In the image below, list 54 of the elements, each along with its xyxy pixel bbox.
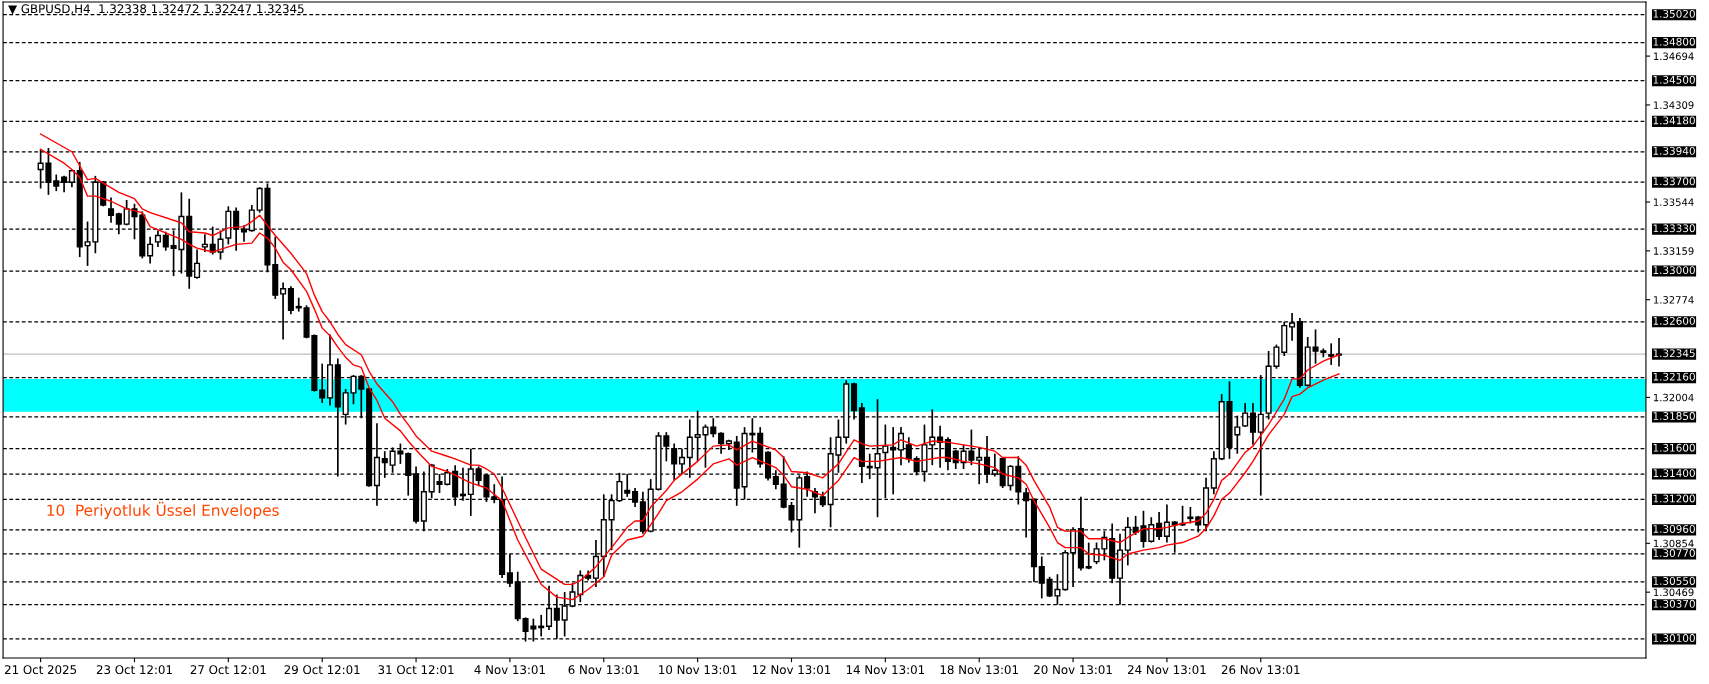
- ref-line-label: 1.31850: [1653, 412, 1695, 420]
- x-tick-label: 21 Oct 2025: [4, 665, 77, 675]
- x-tick-label: 4 Nov 13:01: [474, 665, 545, 675]
- ref-line-label: 1.30370: [1653, 599, 1695, 608]
- chart-title: ▼ GBPUSD,H4 1.32338 1.32472 1.32247 1.32345: [8, 4, 304, 15]
- ref-line-label: 1.32345: [1653, 349, 1695, 358]
- candlestick: [162, 230, 169, 252]
- ref-line-label: 1.31400: [1653, 469, 1695, 478]
- candlestick: [147, 235, 154, 265]
- ref-line-label: 1.30550: [1653, 577, 1695, 585]
- ref-line-label: 1.33700: [1653, 177, 1695, 186]
- y-tick-label: 1.30469: [1653, 588, 1694, 597]
- ref-line-label: 1.32600: [1653, 316, 1695, 325]
- ref-line-label: 1.34500: [1653, 75, 1695, 84]
- y-tick-label: 1.32004: [1653, 393, 1694, 402]
- ref-line-label: 1.30960: [1653, 525, 1695, 533]
- ref-line-label: 1.32160: [1653, 372, 1695, 381]
- x-tick-label: 6 Nov 13:01: [568, 665, 639, 675]
- candlestick: [295, 296, 302, 313]
- x-tick-label: 18 Nov 13:01: [940, 665, 1018, 675]
- ref-line-label: 1.31600: [1653, 443, 1695, 452]
- ref-line-label: 1.30100: [1653, 634, 1695, 642]
- x-tick-label: 24 Nov 13:01: [1127, 665, 1206, 675]
- y-tick-label: 1.34309: [1653, 101, 1694, 109]
- x-tick-label: 29 Oct 12:01: [284, 665, 360, 675]
- y-tick-label: 1.33544: [1653, 198, 1694, 206]
- ref-line-label: 1.34180: [1653, 116, 1695, 125]
- ref-line-label: 1.34800: [1653, 37, 1695, 46]
- x-tick-label: 20 Nov 13:01: [1034, 665, 1112, 675]
- candlestick: [710, 417, 717, 439]
- candlestick: [107, 196, 115, 224]
- x-tick-label: 10 Nov 13:01: [659, 665, 737, 675]
- candlestick: [545, 584, 553, 631]
- candlestick: [1335, 337, 1343, 368]
- ref-line-label: 1.30770: [1653, 549, 1695, 557]
- x-tick-label: 27 Oct 12:01: [190, 665, 266, 675]
- y-tick-label: 1.34694: [1653, 52, 1694, 61]
- x-tick-label: 31 Oct 12:01: [378, 665, 454, 675]
- y-tick-label: 1.33159: [1653, 247, 1694, 255]
- y-tick-label: 1.32774: [1653, 296, 1694, 304]
- annotation: 10 Periyotluk Üssel Envelopes: [47, 501, 279, 519]
- x-tick-label: 26 Nov 13:01: [1221, 665, 1300, 675]
- ref-line-label: 1.33000: [1653, 266, 1695, 275]
- candlestick: [287, 285, 294, 316]
- x-tick-label: 12 Nov 13:01: [752, 665, 831, 675]
- ref-line-label: 1.35020: [1653, 9, 1695, 18]
- x-tick-label: 23 Oct 12:01: [96, 665, 172, 675]
- x-tick-label: 14 Nov 13:01: [846, 665, 925, 675]
- candlestick: [1085, 541, 1092, 571]
- ref-line-label: 1.33330: [1653, 224, 1695, 233]
- ref-line-label: 1.33940: [1653, 146, 1695, 155]
- y-tick-label: 1.30854: [1653, 539, 1694, 548]
- candlestick: [1328, 342, 1335, 366]
- ref-line-label: 1.31200: [1653, 494, 1695, 503]
